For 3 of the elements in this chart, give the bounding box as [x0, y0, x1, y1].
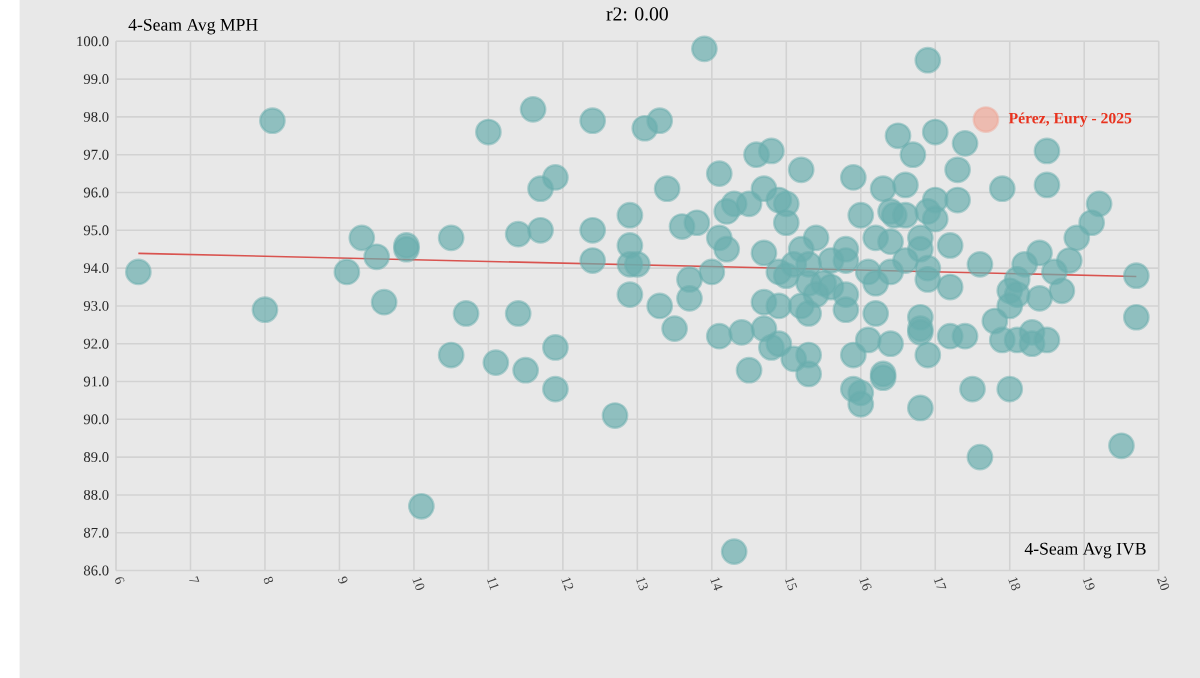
y-axis-title: 4-Seam Avg MPH — [128, 18, 258, 35]
chart-title: r2: 0.00 — [606, 7, 668, 21]
x-axis-title: 4-Seam Avg IVB — [1024, 542, 1146, 558]
